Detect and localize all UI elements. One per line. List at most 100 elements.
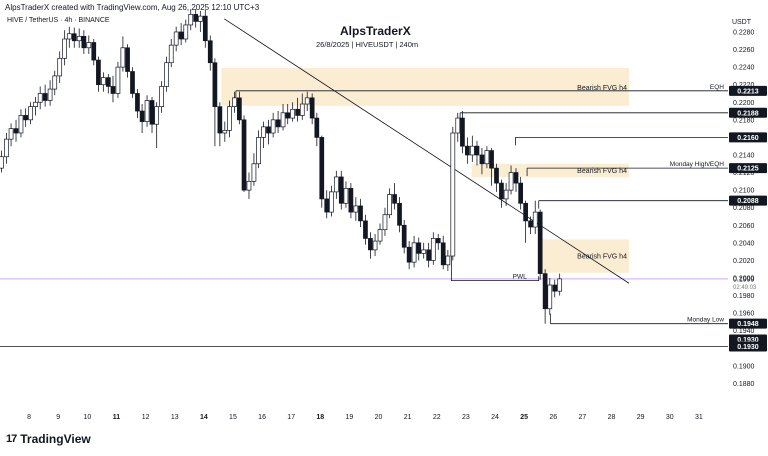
candle [101,72,106,92]
price-badge [729,318,767,329]
price-badge-label: 0.1930 [737,344,759,351]
candle [499,179,504,208]
candle [168,38,174,68]
fvg-zone[interactable] [541,239,629,273]
pwl-line[interactable] [450,242,540,282]
fvg-zone[interactable] [221,67,629,106]
candle [290,102,296,122]
time-tick-label: 18 [316,414,324,421]
candle [178,23,184,46]
tradingview-logo[interactable]: 17 TradingView [6,432,91,446]
candle [411,235,417,268]
price-badge [729,195,767,206]
candle [421,242,427,259]
candle [188,9,194,31]
time-tick-label: 28 [608,414,616,421]
candle [173,26,179,52]
pwl-layer: PWL [450,242,540,282]
price-tick-label: 0.2000 [733,275,755,282]
time-tick-label: 9 [56,414,60,421]
candle [125,44,130,78]
candle [115,61,121,98]
candle [508,165,514,195]
time-tick-label: 8 [27,414,31,421]
candle [387,188,392,219]
candle [57,51,63,83]
candle [285,104,291,125]
candle [557,273,563,296]
candle [368,232,373,259]
candle [319,135,325,208]
fvg-zone-label: Bearish FVG h4 [577,168,627,175]
candle [71,27,77,48]
price-badge-label: 0.2188 [737,110,759,117]
candle [183,19,189,43]
price-tick-label: 0.1900 [733,363,755,370]
candle [91,38,97,66]
candle [42,84,48,107]
candle [489,147,494,186]
candle [227,100,232,138]
candle [440,235,446,270]
candle [397,197,402,233]
trendline[interactable] [224,18,630,284]
candle [494,163,499,192]
candle [343,181,349,208]
candle [513,168,519,192]
price-tick-label: 0.2120 [733,170,755,177]
candle [484,146,490,169]
candle [392,183,397,210]
price-tick-label: 0.2200 [733,100,755,107]
candle [523,200,528,243]
candle [537,209,543,280]
time-tick-label: 26 [549,414,557,421]
candle [377,223,383,245]
candle [280,104,286,131]
tradingview-logo-text: TradingView [20,432,91,446]
candle [430,232,436,265]
candle [450,126,456,261]
candle [217,102,223,147]
candle [4,133,9,164]
fvg-zones: Bearish FVG h4 Bearish FVG h4 Bearish FVG … [0,67,728,280]
candle [275,111,281,134]
pwl-label: PWL [513,274,527,281]
candle [348,183,354,219]
candle [401,219,407,254]
trendline-layer[interactable] [224,18,630,284]
candle [154,102,160,148]
time-tick-label: 11 [113,414,121,421]
time-tick-label: 10 [83,414,91,421]
price-badge-label: 0.2160 [737,135,759,142]
time-tick-label: 13 [171,414,179,421]
price-badge [729,85,767,96]
candle [23,108,28,127]
candle [130,67,135,98]
price-badge [729,107,767,118]
fvg-zone-label: Bearish FVG h4 [577,85,627,92]
candle [406,241,412,270]
price-tick-label: 0.2140 [733,152,755,159]
time-axis[interactable]: 8 9 10 11 12 13 14 15 16 17 18 19 20 21 22 23 24 25 26 27 28… [27,414,703,421]
candle [353,197,359,221]
candle [0,150,4,173]
candle [270,112,276,138]
candle [552,279,558,298]
candle [518,176,524,210]
candle [542,269,548,324]
candle [28,102,33,125]
candle [8,123,14,147]
candle [81,30,87,54]
tradingview-logo-icon: 17 [6,433,17,445]
price-axis[interactable]: 0.2280 0.2260 0.2240 0.2220 0.2200 0.2180 0.21… [733,29,755,387]
candle [455,112,461,142]
candle [47,80,53,106]
price-badges: 0.22130.21880.21600.21250.20880.19480.19… [729,85,767,352]
candles-layer [0,9,563,324]
candle [212,58,218,147]
candle [299,93,305,120]
candle [358,198,363,228]
price-badge-label: 0.1948 [737,321,759,328]
candle [479,147,485,175]
